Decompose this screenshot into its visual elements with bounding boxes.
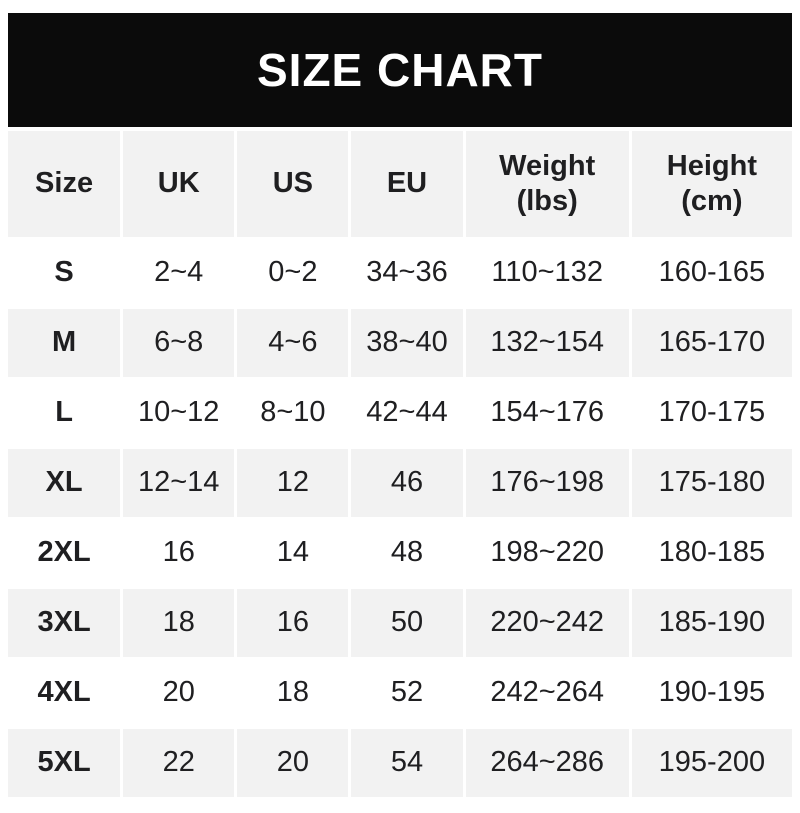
column-header-eu: EU xyxy=(351,131,463,237)
cell-us: 20 xyxy=(237,729,349,797)
table-row-m: M 6~8 4~6 38~40 132~154 165-170 xyxy=(8,309,792,377)
cell-height: 165-170 xyxy=(631,309,792,377)
column-header-us: US xyxy=(237,131,349,237)
cell-us: 18 xyxy=(237,659,349,727)
cell-size: 3XL xyxy=(8,589,121,657)
size-chart-table: Size UK US EU Weight (lbs) Height (cm) S… xyxy=(8,131,792,797)
cell-size: L xyxy=(8,379,121,447)
cell-uk: 2~4 xyxy=(123,239,235,307)
cell-height: 185-190 xyxy=(631,589,792,657)
cell-weight: 176~198 xyxy=(465,449,629,517)
table-header-row: Size UK US EU Weight (lbs) Height (cm) xyxy=(8,131,792,237)
cell-weight: 242~264 xyxy=(465,659,629,727)
cell-height: 195-200 xyxy=(631,729,792,797)
cell-height: 180-185 xyxy=(631,519,792,587)
cell-uk: 16 xyxy=(123,519,235,587)
cell-eu: 42~44 xyxy=(351,379,463,447)
cell-eu: 38~40 xyxy=(351,309,463,377)
column-header-height: Height (cm) xyxy=(631,131,792,237)
cell-us: 8~10 xyxy=(237,379,349,447)
cell-eu: 52 xyxy=(351,659,463,727)
cell-height: 190-195 xyxy=(631,659,792,727)
cell-us: 14 xyxy=(237,519,349,587)
cell-eu: 34~36 xyxy=(351,239,463,307)
cell-us: 0~2 xyxy=(237,239,349,307)
column-header-size: Size xyxy=(8,131,121,237)
cell-eu: 50 xyxy=(351,589,463,657)
cell-size: 4XL xyxy=(8,659,121,727)
column-header-weight: Weight (lbs) xyxy=(465,131,629,237)
cell-weight: 132~154 xyxy=(465,309,629,377)
table-row-4xl: 4XL 20 18 52 242~264 190-195 xyxy=(8,659,792,727)
cell-us: 12 xyxy=(237,449,349,517)
cell-size: 2XL xyxy=(8,519,121,587)
cell-eu: 54 xyxy=(351,729,463,797)
cell-size: S xyxy=(8,239,121,307)
cell-us: 4~6 xyxy=(237,309,349,377)
cell-weight: 264~286 xyxy=(465,729,629,797)
cell-height: 175-180 xyxy=(631,449,792,517)
cell-size: M xyxy=(8,309,121,377)
table-row-l: L 10~12 8~10 42~44 154~176 170-175 xyxy=(8,379,792,447)
table-row-xl: XL 12~14 12 46 176~198 175-180 xyxy=(8,449,792,517)
cell-weight: 110~132 xyxy=(465,239,629,307)
table-row-2xl: 2XL 16 14 48 198~220 180-185 xyxy=(8,519,792,587)
cell-weight: 220~242 xyxy=(465,589,629,657)
column-header-uk: UK xyxy=(123,131,235,237)
table-row-5xl: 5XL 22 20 54 264~286 195-200 xyxy=(8,729,792,797)
cell-height: 160-165 xyxy=(631,239,792,307)
cell-uk: 20 xyxy=(123,659,235,727)
cell-size: 5XL xyxy=(8,729,121,797)
cell-uk: 22 xyxy=(123,729,235,797)
size-chart-banner: SIZE CHART xyxy=(8,13,792,127)
banner-title: SIZE CHART xyxy=(257,44,543,96)
table-row-s: S 2~4 0~2 34~36 110~132 160-165 xyxy=(8,239,792,307)
cell-uk: 6~8 xyxy=(123,309,235,377)
cell-uk: 12~14 xyxy=(123,449,235,517)
cell-height: 170-175 xyxy=(631,379,792,447)
cell-weight: 154~176 xyxy=(465,379,629,447)
cell-size: XL xyxy=(8,449,121,517)
cell-eu: 48 xyxy=(351,519,463,587)
cell-weight: 198~220 xyxy=(465,519,629,587)
cell-eu: 46 xyxy=(351,449,463,517)
cell-uk: 10~12 xyxy=(123,379,235,447)
cell-uk: 18 xyxy=(123,589,235,657)
table-row-3xl: 3XL 18 16 50 220~242 185-190 xyxy=(8,589,792,657)
cell-us: 16 xyxy=(237,589,349,657)
